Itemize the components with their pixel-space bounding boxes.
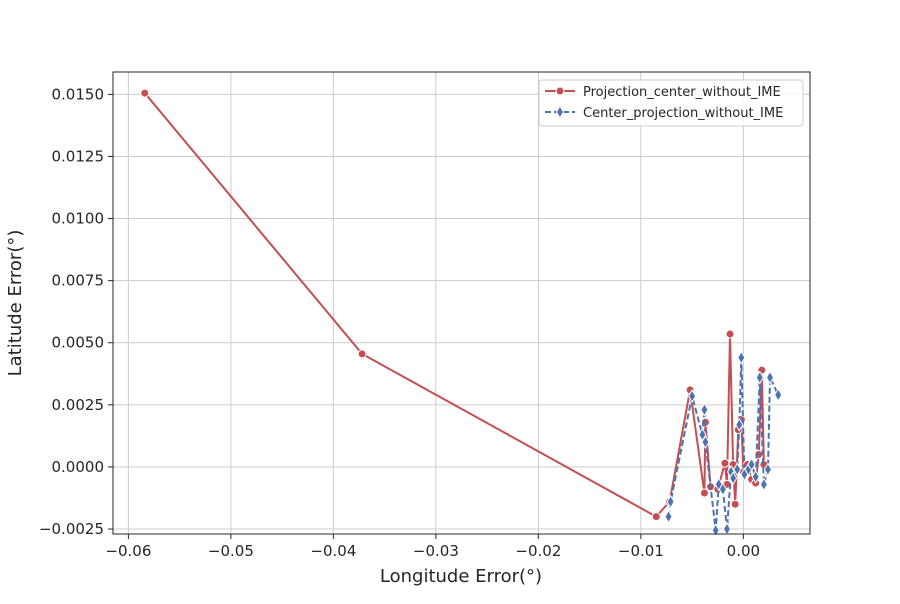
x-tick-label: −0.02 — [515, 542, 561, 560]
x-tick-label: −0.04 — [310, 542, 356, 560]
data-point — [651, 512, 661, 522]
data-point — [725, 329, 735, 339]
data-point — [747, 457, 756, 472]
data-point — [759, 477, 768, 492]
data-point — [666, 494, 675, 509]
y-tick-label: 0.0150 — [52, 85, 105, 103]
data-point — [763, 462, 773, 477]
data-point — [701, 435, 710, 450]
data-point — [729, 471, 738, 486]
data-point — [751, 469, 760, 484]
data-point — [714, 477, 723, 492]
y-axis-title: Latitude Error(°) — [5, 230, 26, 377]
legend-marker-projection-center — [555, 86, 565, 96]
plot-frame — [112, 71, 811, 535]
legend-label-center-projection: Center_projection_without_IME — [583, 106, 783, 121]
data-point — [688, 389, 697, 404]
data-point — [711, 523, 720, 538]
data-point — [700, 402, 709, 417]
plot-area — [113, 72, 810, 534]
data-point — [718, 482, 727, 497]
data-point — [722, 522, 732, 537]
y-tick-label: 0.0050 — [52, 334, 105, 352]
legend-label-projection-center: Projection_center_without_IME — [583, 85, 781, 100]
data-point — [720, 458, 730, 468]
x-tick-label: −0.03 — [413, 542, 459, 560]
data-point — [357, 349, 367, 359]
y-tick-label: 0.0075 — [52, 272, 105, 290]
data-point — [774, 387, 783, 402]
x-tick-label: −0.06 — [105, 542, 151, 560]
legend-box — [538, 79, 804, 127]
x-tick-label: 0.00 — [727, 542, 760, 560]
tick-layer: −0.06 −0.05 −0.04 −0.03 −0.02 −0.01 0.00 −0.002… — [39, 85, 760, 560]
x-tick-label: −0.01 — [618, 542, 664, 560]
y-tick-label: 0.0125 — [52, 147, 105, 165]
data-point — [730, 499, 740, 509]
y-tick-label: 0.0000 — [52, 458, 105, 476]
y-tick-label: 0.0100 — [52, 210, 105, 228]
data-point — [737, 350, 746, 365]
legend: Projection_center_without_IME Center_pro… — [538, 79, 804, 127]
data-point — [140, 88, 150, 98]
data-point — [699, 488, 709, 498]
data-point — [765, 370, 775, 385]
y-tick-label: 0.0025 — [52, 396, 105, 414]
series-center-projection — [664, 350, 783, 538]
x-axis-title: Longitude Error(°) — [380, 566, 542, 587]
data-point — [735, 417, 744, 432]
legend-marker-center-projection — [555, 105, 565, 119]
series-layer — [140, 88, 783, 538]
data-point — [755, 370, 764, 385]
data-point — [733, 462, 742, 477]
y-tick-label: −0.0025 — [39, 520, 104, 538]
data-point — [664, 509, 673, 524]
x-tick-label: −0.05 — [208, 542, 254, 560]
